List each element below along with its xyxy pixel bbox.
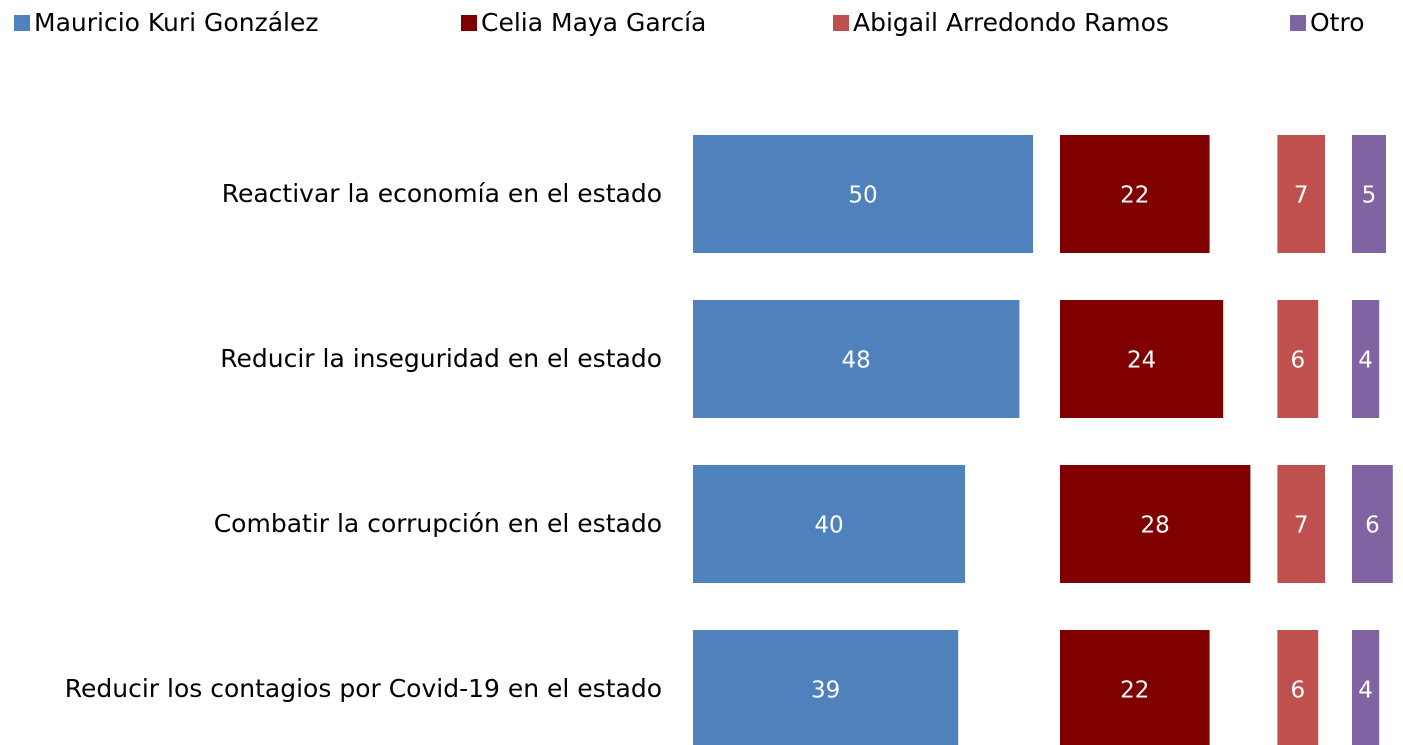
bar xyxy=(1277,300,1319,418)
value-label: 22 xyxy=(1120,183,1149,209)
legend-label: Abigail Arredondo Ramos xyxy=(853,8,1169,37)
bar xyxy=(1060,300,1224,418)
value-label: 6 xyxy=(1290,348,1305,374)
legend-swatch xyxy=(14,15,30,31)
value-label: 7 xyxy=(1294,183,1309,209)
bar xyxy=(1060,135,1210,253)
legend-swatch xyxy=(461,15,477,31)
category-label: Reactivar la economía en el estado xyxy=(222,179,662,208)
bar xyxy=(1352,300,1380,418)
value-label: 4 xyxy=(1358,348,1373,374)
value-label: 4 xyxy=(1358,678,1373,704)
category-label: Reducir los contagios por Covid-19 en el… xyxy=(65,674,662,703)
bar xyxy=(1277,135,1325,253)
value-label: 5 xyxy=(1362,183,1377,209)
value-label: 28 xyxy=(1141,513,1170,539)
category-label: Combatir la corrupción en el estado xyxy=(214,509,662,538)
bar xyxy=(1060,465,1251,583)
legend-label: Otro xyxy=(1310,8,1365,37)
value-label: 39 xyxy=(811,678,840,704)
value-label: 48 xyxy=(842,348,871,374)
value-label: 22 xyxy=(1120,678,1149,704)
legend-swatch xyxy=(833,15,849,31)
legend-swatch xyxy=(1290,15,1306,31)
bar xyxy=(693,300,1020,418)
value-label: 6 xyxy=(1365,513,1380,539)
bar xyxy=(1277,630,1319,745)
legend-label: Mauricio Kuri González xyxy=(34,8,318,37)
bar xyxy=(1352,135,1386,253)
value-label: 40 xyxy=(814,513,843,539)
value-label: 7 xyxy=(1294,513,1309,539)
value-label: 24 xyxy=(1127,348,1156,374)
category-label: Reducir la inseguridad en el estado xyxy=(220,344,662,373)
bar xyxy=(693,465,965,583)
legend-label: Celia Maya García xyxy=(481,8,706,37)
bar xyxy=(1277,465,1325,583)
bar xyxy=(693,630,959,745)
value-label: 50 xyxy=(848,183,877,209)
bar xyxy=(1352,630,1380,745)
value-label: 6 xyxy=(1290,678,1305,704)
bar xyxy=(1352,465,1393,583)
bar xyxy=(1060,630,1210,745)
bar xyxy=(693,135,1033,253)
